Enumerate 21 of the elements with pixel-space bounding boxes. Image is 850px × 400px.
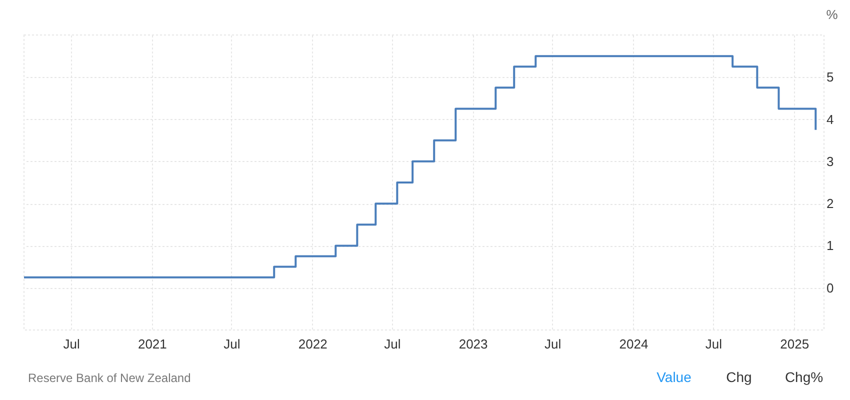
text: Chg% [784,369,824,385]
x-tick-label: 2021 [138,336,167,352]
y-tick-label: 4 [826,112,834,127]
y-axis-title: % [826,7,838,22]
x-tick-label: Jul [63,336,80,352]
x-tick-label: Jul [544,336,562,352]
x-tick-label: 2025 [780,336,810,352]
y-tick-label: 3 [826,154,834,169]
y-tick-label: 1 [826,238,834,254]
x-tick-label: Jul [384,336,401,352]
text: Reserve Bank of New Zealand [28,371,191,385]
text: Chg [726,369,752,385]
text: Value [656,369,692,385]
y-tick-label: 2 [826,196,834,212]
x-tick-label: 2023 [458,336,488,352]
y-tick-label: 0 [826,280,834,296]
x-tick-label: Jul [224,336,240,352]
y-tick-label: 5 [826,70,834,85]
x-tick-label: 2024 [619,336,648,352]
x-tick-label: 2022 [298,336,328,352]
x-tick-label: Jul [705,336,722,352]
